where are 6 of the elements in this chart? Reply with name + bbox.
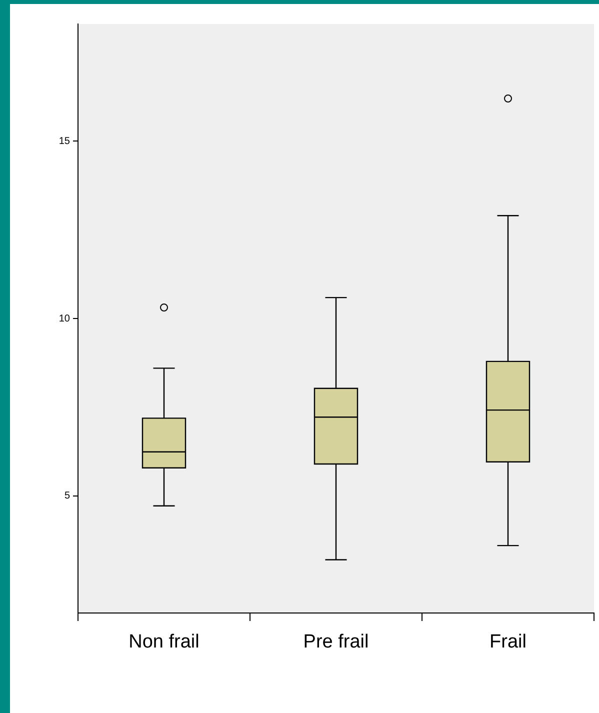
x-tick-label: Non frail — [128, 632, 200, 653]
y-tick-label: 10 — [58, 313, 70, 324]
x-tick-label: Frail — [490, 632, 526, 653]
x-tick-label: Pre frail — [303, 632, 369, 653]
y-tick-label: 5 — [64, 490, 70, 502]
y-tick-label: 15 — [58, 136, 70, 147]
